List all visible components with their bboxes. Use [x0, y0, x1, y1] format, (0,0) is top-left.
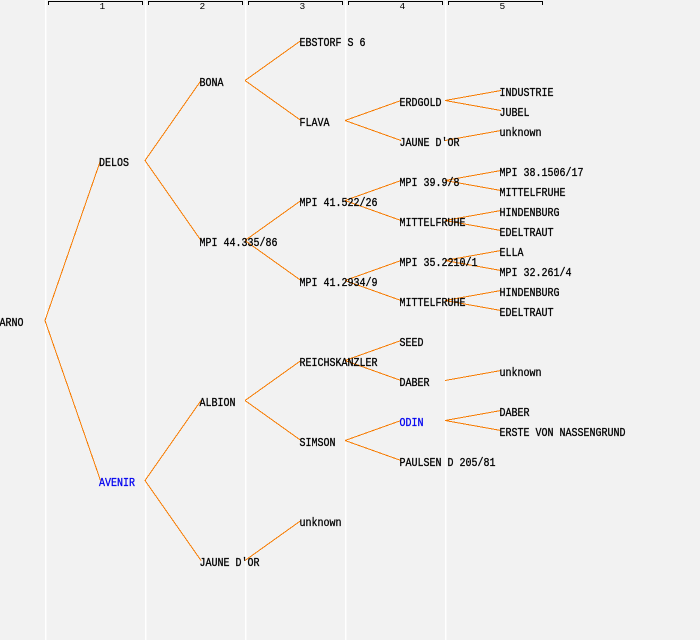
svg-text:unknown: unknown: [300, 516, 342, 530]
svg-text:JAUNE D'OR: JAUNE D'OR: [200, 556, 260, 570]
svg-text:MPI 41.2934/9: MPI 41.2934/9: [300, 276, 378, 290]
svg-text:ALBION: ALBION: [200, 396, 236, 410]
svg-text:MITTELFRUHE: MITTELFRUHE: [400, 216, 466, 230]
svg-text:AVENIR: AVENIR: [99, 476, 135, 490]
svg-text:MPI 32.261/4: MPI 32.261/4: [500, 266, 572, 280]
svg-text:2: 2: [199, 1, 205, 12]
svg-text:DABER: DABER: [400, 376, 430, 390]
svg-text:HINDENBURG: HINDENBURG: [500, 286, 560, 300]
svg-text:SIMSON: SIMSON: [300, 436, 336, 450]
svg-text:INDUSTRIE: INDUSTRIE: [500, 86, 554, 100]
svg-text:EDELTRAUT: EDELTRAUT: [500, 306, 554, 320]
svg-text:ERSTE VON NASSENGRUND: ERSTE VON NASSENGRUND: [500, 426, 626, 440]
svg-text:BONA: BONA: [200, 76, 225, 90]
svg-text:MPI 35.2210/1: MPI 35.2210/1: [400, 256, 478, 270]
svg-text:ERDGOLD: ERDGOLD: [400, 96, 442, 110]
svg-text:MPI 38.1506/17: MPI 38.1506/17: [500, 166, 584, 180]
svg-text:PAULSEN D 205/81: PAULSEN D 205/81: [400, 456, 496, 470]
svg-text:ARNO: ARNO: [0, 316, 24, 330]
svg-text:EDELTRAUT: EDELTRAUT: [500, 226, 554, 240]
svg-text:FLAVA: FLAVA: [300, 116, 331, 130]
svg-text:DABER: DABER: [500, 406, 530, 420]
svg-text:JAUNE D'OR: JAUNE D'OR: [400, 136, 460, 150]
svg-text:DELOS: DELOS: [99, 156, 129, 170]
svg-text:ELLA: ELLA: [500, 246, 525, 260]
svg-text:EBSTORF S 6: EBSTORF S 6: [300, 36, 366, 50]
svg-text:REICHSKANZLER: REICHSKANZLER: [300, 356, 378, 370]
svg-text:unknown: unknown: [500, 126, 542, 140]
svg-text:5: 5: [499, 1, 505, 12]
svg-text:1: 1: [99, 1, 105, 12]
svg-text:unknown: unknown: [500, 366, 542, 380]
svg-text:MPI 44.335/86: MPI 44.335/86: [200, 236, 278, 250]
svg-text:JUBEL: JUBEL: [500, 106, 530, 120]
svg-text:4: 4: [399, 1, 405, 12]
svg-text:MITTELFRUHE: MITTELFRUHE: [500, 186, 566, 200]
svg-text:3: 3: [299, 1, 305, 12]
svg-text:MPI 41.522/26: MPI 41.522/26: [300, 196, 378, 210]
svg-text:SEED: SEED: [400, 336, 424, 350]
svg-text:MITTELFRUHE: MITTELFRUHE: [400, 296, 466, 310]
svg-text:ODIN: ODIN: [400, 416, 424, 430]
svg-text:MPI 39.9/8: MPI 39.9/8: [400, 176, 460, 190]
svg-text:HINDENBURG: HINDENBURG: [500, 206, 560, 220]
